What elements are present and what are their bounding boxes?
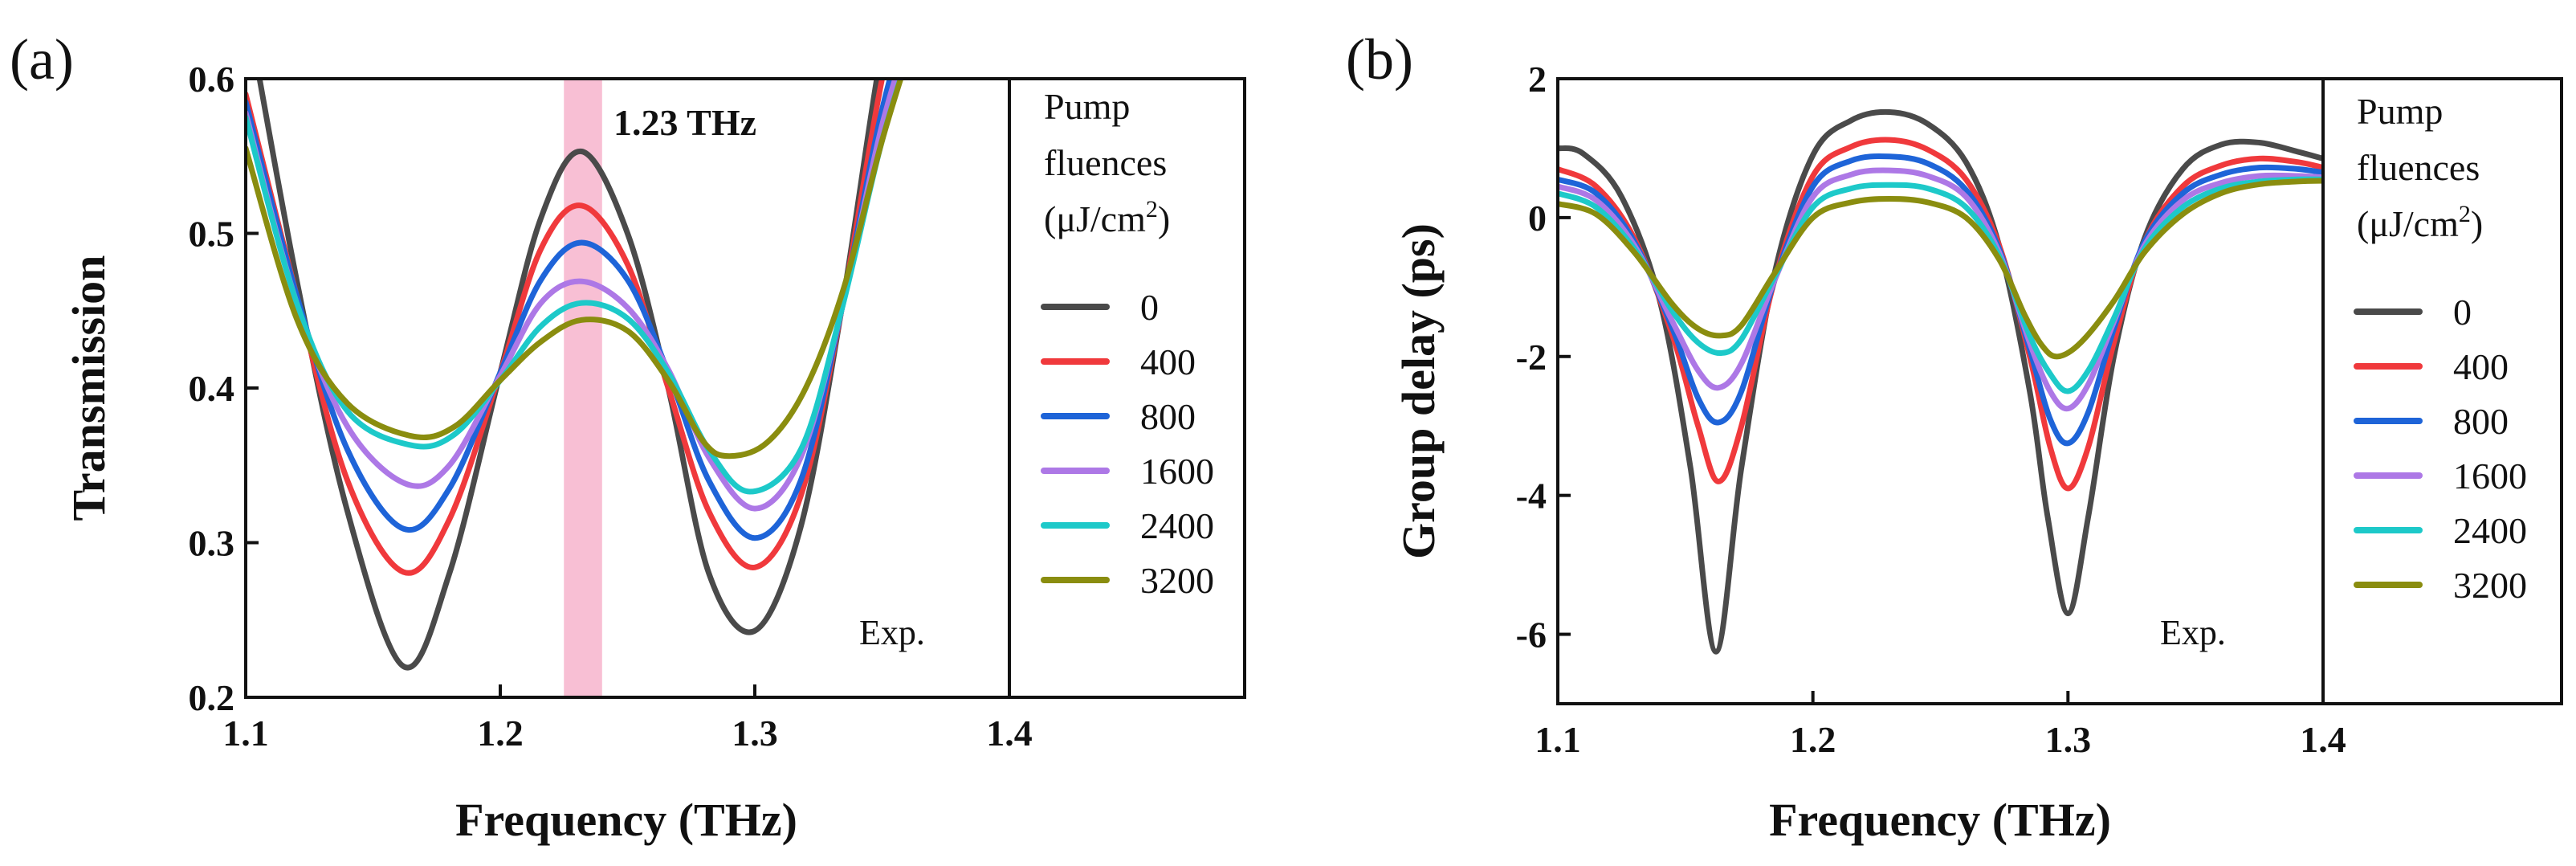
legend-label-2400: 2400 xyxy=(2453,510,2527,551)
legend-title-line-1: Pump xyxy=(2357,91,2443,132)
panel-b-legend: Pump fluences (μJ/cm2) 0 400 800 1600 2400 32… xyxy=(2354,91,2527,606)
y-tick-label: 2 xyxy=(1528,59,1547,100)
panel-b-frame xyxy=(1556,77,2563,705)
legend-label-0: 0 xyxy=(1140,287,1159,328)
legend-title-line-1: Pump xyxy=(1044,86,1130,127)
x-tick-label: 1.3 xyxy=(732,713,778,754)
panel-b-group-delay: (b) 1.1 1.2 1.3 1.4 -6 -4 -2 0 2 Frequency (THz… xyxy=(1346,27,2563,846)
panel-b-label: (b) xyxy=(1346,27,1413,92)
legend-label-800: 800 xyxy=(2453,401,2509,442)
y-tick-label: 0 xyxy=(1528,198,1547,239)
x-tick-label: 1.4 xyxy=(986,713,1033,754)
y-tick-label: 0.4 xyxy=(189,368,235,409)
panel-b-x-axis-title: Frequency (THz) xyxy=(1769,794,2111,846)
panel-a-exp-annotation: Exp. xyxy=(859,613,925,652)
highlight-band-1-23-thz xyxy=(564,80,602,696)
y-tick-label: 0.2 xyxy=(189,677,235,718)
legend-label-400: 400 xyxy=(2453,346,2509,387)
x-tick-label: 1.3 xyxy=(2045,719,2092,760)
legend-label-0: 0 xyxy=(2453,292,2472,333)
series-line-1600 xyxy=(1559,167,2321,412)
legend-title-line-2: fluences xyxy=(1044,142,1167,183)
legend-label-800: 800 xyxy=(1140,396,1196,437)
panel-a-highlight-label: 1.23 THz xyxy=(613,102,756,143)
x-tick-label: 1.1 xyxy=(222,713,269,754)
panel-b-x-ticks: 1.1 1.2 1.3 1.4 xyxy=(1535,691,2346,760)
panel-a-transmission: (a) 1.1 1.2 1.3 1.4 0.2 0.3 0.4 0.5 0.6 Frequen… xyxy=(10,27,1246,846)
legend-title-line-3: (μJ/cm2) xyxy=(1044,196,1170,239)
panel-a-x-ticks: 1.1 1.2 1.3 1.4 xyxy=(222,684,1033,754)
series-line-800 xyxy=(1559,153,2321,447)
series-line-3200 xyxy=(247,80,903,460)
legend-label-400: 400 xyxy=(1140,341,1196,382)
panel-a-legend: Pump fluences (μJ/cm2) 0 400 800 1600 2400 32… xyxy=(1041,86,1214,601)
panel-b-plot-lines xyxy=(1559,108,2321,655)
legend-title-line-3: (μJ/cm2) xyxy=(2357,201,2483,244)
x-tick-label: 1.2 xyxy=(1790,719,1836,760)
panel-a-y-axis-title: Transmission xyxy=(63,255,115,521)
legend-label-1600: 1600 xyxy=(1140,451,1214,492)
panel-b-exp-annotation: Exp. xyxy=(2160,613,2226,652)
series-line-3200 xyxy=(1559,178,2321,360)
legend-label-3200: 3200 xyxy=(2453,565,2527,606)
panel-b-y-axis-title: Group delay (ps) xyxy=(1392,223,1445,559)
x-tick-label: 1.2 xyxy=(477,713,524,754)
series-line-2400 xyxy=(1559,176,2321,394)
y-tick-label: 0.3 xyxy=(189,523,235,564)
panel-a-x-axis-title: Frequency (THz) xyxy=(455,794,797,846)
panel-a-y-ticks: 0.2 0.3 0.4 0.5 0.6 xyxy=(189,59,259,718)
legend-label-3200: 3200 xyxy=(1140,560,1214,601)
panel-a-label: (a) xyxy=(10,27,74,92)
panel-a-plot-lines xyxy=(247,80,903,671)
y-tick-label: -6 xyxy=(1516,615,1547,656)
panel-b-y-ticks: -6 -4 -2 0 2 xyxy=(1516,59,1571,656)
y-tick-label: -4 xyxy=(1516,476,1547,517)
y-tick-label: 0.6 xyxy=(189,59,235,100)
legend-title-line-2: fluences xyxy=(2357,147,2480,188)
y-tick-label: -2 xyxy=(1516,337,1547,378)
series-line-2400 xyxy=(247,80,903,495)
legend-label-1600: 1600 xyxy=(2453,455,2527,496)
x-tick-label: 1.4 xyxy=(2300,719,2346,760)
y-tick-label: 0.5 xyxy=(189,214,235,255)
legend-label-2400: 2400 xyxy=(1140,505,1214,546)
x-tick-label: 1.1 xyxy=(1535,719,1581,760)
